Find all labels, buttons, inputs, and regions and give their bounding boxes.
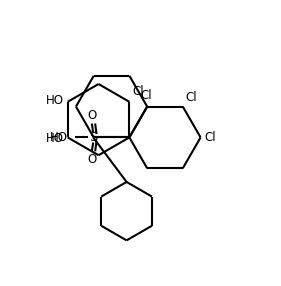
- Text: O: O: [87, 109, 96, 122]
- Text: HO: HO: [46, 94, 64, 107]
- Text: Cl: Cl: [133, 86, 144, 98]
- Text: S: S: [89, 131, 98, 144]
- Text: Cl: Cl: [204, 131, 216, 144]
- Text: HO: HO: [50, 131, 68, 144]
- Text: Cl: Cl: [140, 90, 151, 102]
- Text: O: O: [87, 153, 96, 166]
- Text: Cl: Cl: [185, 91, 197, 104]
- Text: HO: HO: [46, 132, 64, 145]
